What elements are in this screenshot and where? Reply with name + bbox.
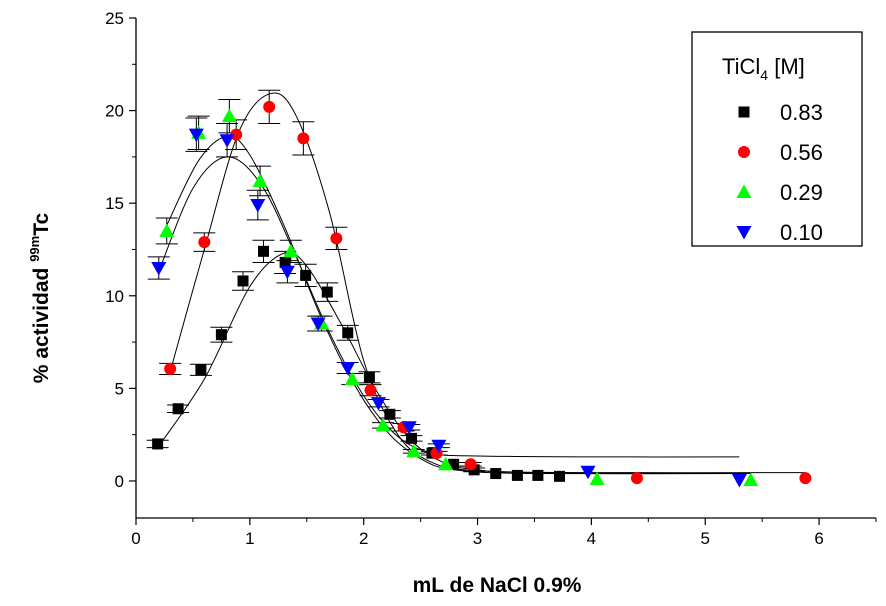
data-point-0.29 — [159, 223, 174, 237]
data-point-0.56 — [799, 472, 811, 484]
legend-marker-0.56 — [738, 146, 750, 158]
y-axis-title-pre: % actividad — [30, 262, 53, 383]
data-point-0.83 — [554, 471, 565, 482]
legend-label: 0.56 — [780, 140, 823, 165]
x-tick-label: 3 — [473, 529, 482, 548]
x-tick-label: 0 — [131, 529, 140, 548]
y-tick-label: 25 — [105, 9, 124, 28]
y-axis-title: % actividad 99mTc — [27, 212, 53, 383]
data-point-0.56 — [465, 458, 477, 470]
data-point-0.83 — [342, 327, 353, 338]
x-tick-label: 5 — [700, 529, 709, 548]
x-tick-label: 2 — [359, 529, 368, 548]
legend-title-pre: TiCl — [722, 54, 760, 79]
data-point-0.83 — [384, 409, 395, 420]
data-point-0.83 — [512, 470, 523, 481]
data-point-0.56 — [297, 132, 309, 144]
data-point-0.10 — [280, 266, 295, 280]
data-point-0.83 — [300, 270, 311, 281]
data-point-0.56 — [365, 384, 377, 396]
data-point-0.83 — [195, 364, 206, 375]
data-point-0.83 — [258, 246, 269, 257]
legend-label: 0.83 — [780, 100, 823, 125]
legend-title-post: [M] — [768, 54, 805, 79]
data-point-0.83 — [322, 287, 333, 298]
x-axis-title: mL de NaCl 0.9% — [413, 574, 582, 597]
error-bars — [147, 90, 485, 471]
y-tick-label: 5 — [115, 379, 124, 398]
data-point-0.10 — [151, 262, 166, 276]
data-point-0.83 — [490, 468, 501, 479]
data-point-0.83 — [406, 433, 417, 444]
x-tick-label: 1 — [245, 529, 254, 548]
data-point-0.56 — [164, 363, 176, 375]
x-tick-label: 4 — [587, 529, 596, 548]
data-point-0.29 — [222, 109, 237, 123]
data-point-0.56 — [631, 472, 643, 484]
data-point-0.83 — [216, 329, 227, 340]
y-tick-label: 10 — [105, 287, 124, 306]
data-point-0.83 — [238, 275, 249, 286]
y-axis-title-sup: 99m — [27, 236, 42, 262]
fit-curve-0.10 — [159, 157, 740, 457]
data-point-0.83 — [364, 372, 375, 383]
y-axis-title-post: Tc — [30, 212, 53, 235]
y-tick-label: 20 — [105, 102, 124, 121]
data-point-0.29 — [283, 244, 298, 258]
data-point-0.83 — [173, 403, 184, 414]
data-point-0.56 — [263, 101, 275, 113]
data-point-0.83 — [532, 470, 543, 481]
data-point-0.56 — [198, 236, 210, 248]
data-point-0.56 — [330, 232, 342, 244]
legend-title-sub: 4 — [760, 67, 768, 83]
legend-marker-0.83 — [739, 107, 750, 118]
legend-label: 0.10 — [780, 220, 823, 245]
x-tick-label: 6 — [814, 529, 823, 548]
data-point-0.10 — [220, 134, 235, 148]
fit-curve-0.29 — [167, 136, 751, 473]
data-point-0.10 — [250, 199, 265, 213]
y-tick-label: 0 — [115, 472, 124, 491]
y-tick-label: 15 — [105, 194, 124, 213]
data-point-0.83 — [152, 438, 163, 449]
legend-label: 0.29 — [780, 180, 823, 205]
legend: TiCl4 [M] 0.83 0.56 0.29 0.10 — [692, 32, 862, 246]
